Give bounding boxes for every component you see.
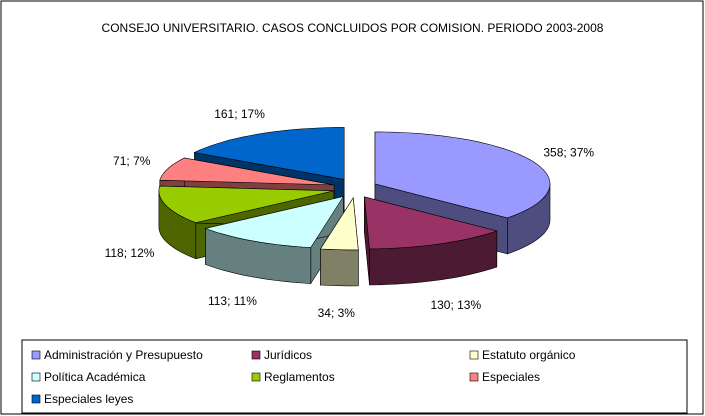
legend-label: Estatuto orgánico [482, 348, 576, 362]
slice [364, 196, 498, 286]
slice [319, 196, 359, 287]
data-label: 130; 13% [430, 298, 481, 312]
slice-top [193, 127, 345, 180]
legend-label: Especiales [482, 370, 540, 384]
legend-swatch [469, 372, 479, 382]
data-label: 113; 11% [208, 294, 257, 308]
slice-top [374, 131, 551, 219]
data-label: 34; 3% [318, 306, 356, 320]
legend-swatch [251, 372, 261, 382]
slice-top [159, 157, 335, 186]
legend-box [21, 339, 688, 414]
data-label: 161; 17% [214, 107, 265, 121]
data-label: 358; 37% [543, 145, 594, 159]
slice-top [319, 197, 359, 251]
legend-swatch [31, 394, 41, 404]
data-label: 118; 12% [105, 246, 155, 260]
legend-swatch [469, 350, 479, 360]
legend-label: Especiales leyes [44, 392, 133, 406]
legend-label: Reglamentos [264, 370, 335, 384]
legend-swatch [31, 350, 41, 360]
legend-swatch [31, 372, 41, 382]
slice-top [364, 196, 498, 250]
legend-label: Política Académica [44, 370, 146, 384]
slice-top [158, 185, 334, 224]
data-label: 71; 7% [113, 154, 151, 168]
legend-label: Jurídicos [264, 348, 312, 362]
slice-side [320, 248, 359, 287]
slice-top [204, 195, 345, 248]
legend-swatch [251, 350, 261, 360]
legend-label: Administración y Presupuesto [44, 348, 203, 362]
chart-title: CONSEJO UNIVERSITARIO. CASOS CONCLUIDOS … [101, 21, 604, 35]
